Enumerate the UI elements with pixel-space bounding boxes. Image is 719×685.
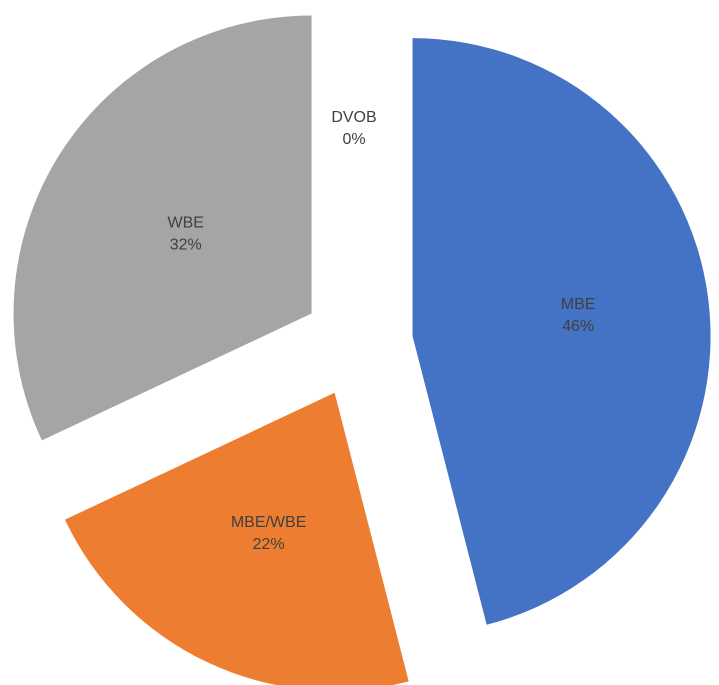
pie-label-name: MBE/WBE [231,514,307,531]
pie-label-mbe: MBE 46% [561,296,596,335]
pie-label-name: MBE [561,296,596,313]
pie-label-percent: 32% [170,237,202,254]
pie-slice-wbe [13,15,312,441]
pie-label-name: DVOB [331,109,376,126]
pie-label-wbe: WBE 32% [168,215,204,254]
pie-label-percent: 46% [562,318,594,335]
pie-label-mbe-wbe: MBE/WBE 22% [231,514,307,553]
pie-label-percent: 0% [342,131,365,148]
pie-label-name: WBE [168,215,204,232]
pie-label-dvob: DVOB 0% [331,109,376,148]
pie-slice-mbe-wbe [64,392,409,685]
pie-label-percent: 22% [253,536,285,553]
pie-slices [13,15,711,685]
pie-slice-mbe [412,38,711,625]
pie-labels: MBE 46% MBE/WBE 22% WBE 32% DVOB 0% [168,109,596,553]
